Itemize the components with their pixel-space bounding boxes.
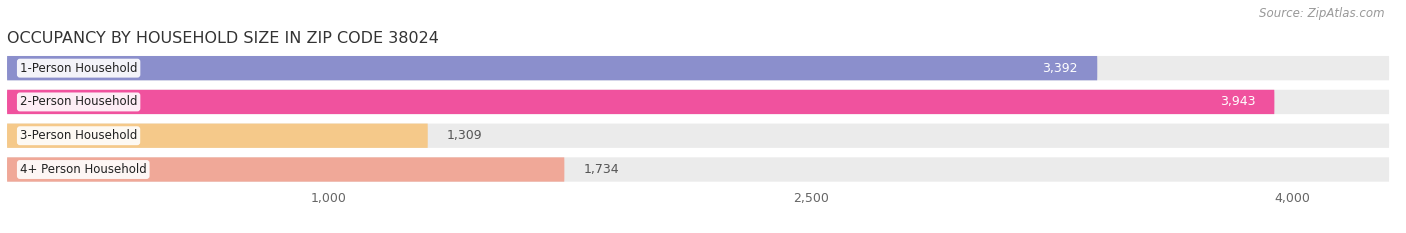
- FancyBboxPatch shape: [7, 123, 1389, 148]
- FancyBboxPatch shape: [7, 123, 427, 148]
- FancyBboxPatch shape: [7, 157, 564, 182]
- Text: Source: ZipAtlas.com: Source: ZipAtlas.com: [1260, 7, 1385, 20]
- FancyBboxPatch shape: [7, 56, 1097, 80]
- Text: 3,943: 3,943: [1219, 96, 1256, 108]
- FancyBboxPatch shape: [7, 157, 1389, 182]
- Text: 4+ Person Household: 4+ Person Household: [20, 163, 146, 176]
- Text: 1,734: 1,734: [583, 163, 619, 176]
- Text: OCCUPANCY BY HOUSEHOLD SIZE IN ZIP CODE 38024: OCCUPANCY BY HOUSEHOLD SIZE IN ZIP CODE …: [7, 31, 439, 46]
- Text: 1-Person Household: 1-Person Household: [20, 62, 138, 75]
- Text: 3,392: 3,392: [1042, 62, 1078, 75]
- Text: 2-Person Household: 2-Person Household: [20, 96, 138, 108]
- Text: 3-Person Household: 3-Person Household: [20, 129, 138, 142]
- FancyBboxPatch shape: [7, 90, 1389, 114]
- FancyBboxPatch shape: [7, 90, 1274, 114]
- FancyBboxPatch shape: [7, 56, 1389, 80]
- Text: 1,309: 1,309: [447, 129, 482, 142]
